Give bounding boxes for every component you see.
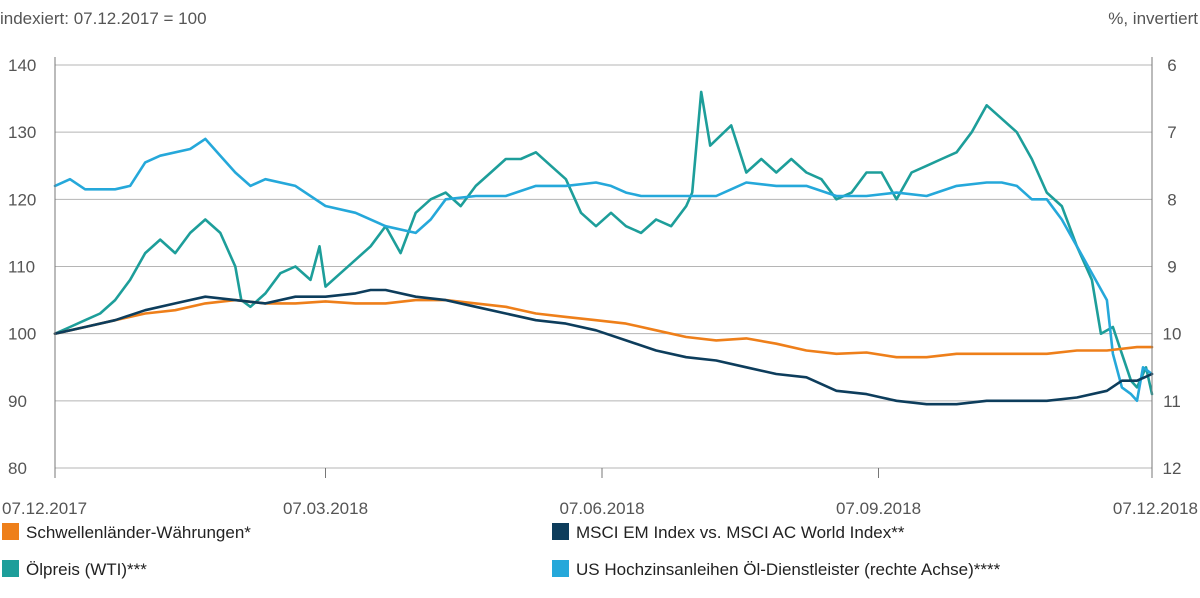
y-right-tick-label: 10 [1163,325,1182,344]
y-left-tick-label: 80 [8,459,27,478]
y-left-tick-label: 140 [8,56,36,75]
legend-swatch [552,523,569,540]
y-right-tick-label: 6 [1167,56,1176,75]
grid-layer [55,64,1152,469]
x-tick-label: 07.03.2018 [283,499,368,518]
y-right-tick-label: 12 [1163,459,1182,478]
legend-swatch [2,523,19,540]
y-right-tick-label: 7 [1167,123,1176,142]
legend-label: US Hochzinsanleihen Öl-Dienstleister (re… [576,560,1001,579]
legend-swatch [2,560,19,577]
series-line-0 [53,298,1154,359]
x-tick-label: 07.06.2018 [559,499,644,518]
y-left-tick-label: 130 [8,123,36,142]
y-right-tick-label: 9 [1167,258,1176,277]
legend-label: MSCI EM Index vs. MSCI AC World Index** [576,523,905,542]
legend-label: Ölpreis (WTI)*** [26,560,147,579]
y-left-tick-label: 120 [8,190,36,209]
y-left-tick-label: 100 [8,325,36,344]
series-line-2 [53,90,1154,396]
axis-layer: 140 130 120 110 100 90 80 6 7 8 9 10 11 12 07.12.2017 0… [2,56,1198,518]
legend-label: Schwellenländer-Währungen* [26,523,251,542]
y-left-tick-label: 110 [8,258,35,277]
x-tick-label: 07.12.2017 [2,499,87,518]
legend-swatch [552,560,569,577]
y-left-tick-label: 90 [8,392,27,411]
left-axis-title: indexiert: 07.12.2017 = 100 [0,9,207,28]
y-right-tick-label: 8 [1167,190,1176,209]
y-right-tick-label: 11 [1163,392,1181,411]
x-tick-label: 07.12.2018 [1113,499,1198,518]
series-line-3 [53,137,1154,403]
legend: Schwellenländer-Währungen* MSCI EM Index … [2,523,1001,579]
series-line-1 [53,288,1154,406]
right-axis-title: %, invertiert [1108,9,1198,28]
x-tick-label: 07.09.2018 [836,499,921,518]
series-layer [53,90,1154,406]
